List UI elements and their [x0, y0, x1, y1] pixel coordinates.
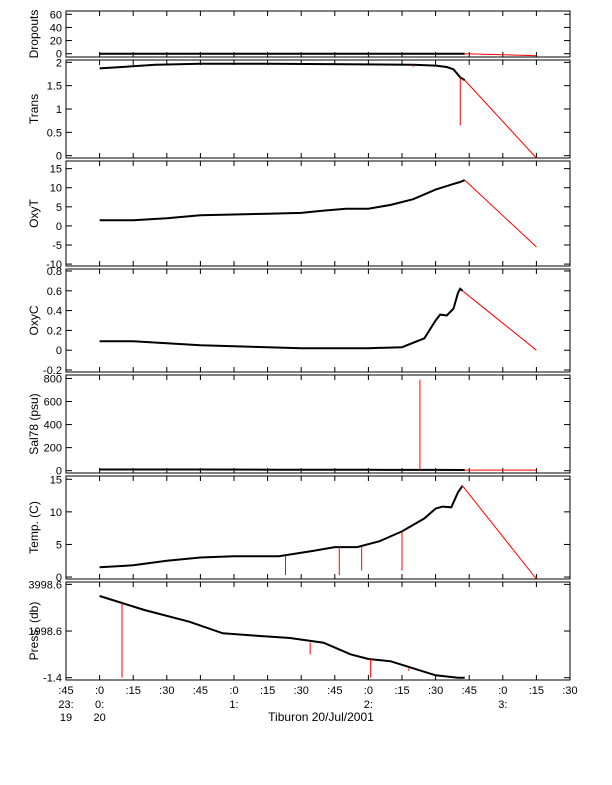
y-tick-label: 0: [56, 466, 62, 478]
y-tick-label: 0.4: [47, 306, 62, 318]
series-line-black: [99, 287, 464, 350]
panel-frame: [65, 59, 571, 159]
panel-3: -10 -5 0 5 10 15 OxyT: [27, 160, 571, 271]
x-tick-label: :15: [126, 685, 141, 697]
x-tick-label: :45: [193, 685, 208, 697]
x-tick-label: :30: [428, 685, 443, 697]
x-axis: :45 :0 :15 :30 :45 :0 :15 :30 :45 :0 :15 :30 :45 :0 :1…: [58, 685, 577, 724]
panel-7: -1.4 1998.6 3998.6 Press. (db): [27, 579, 571, 685]
panel-2: 0 0.5 1 1.5 2 Trans: [27, 57, 571, 163]
series-line-red: [462, 290, 537, 351]
y-tick-label: 0.2: [47, 325, 62, 337]
x-tick-label: :0: [364, 685, 373, 697]
x-hour-label: 2:: [364, 699, 373, 711]
y-tick-label: 0.5: [47, 127, 62, 139]
panel-6: 0 5 10 15 Temp. (C): [27, 474, 571, 584]
y-tick-label: 5: [56, 202, 62, 214]
y-tick-label: 400: [44, 420, 62, 432]
x-tick-label: :30: [562, 685, 577, 697]
y-axis-label: Press. (db): [27, 602, 41, 661]
series-line-red: [464, 79, 537, 159]
y-tick-label: 0: [56, 49, 62, 61]
panel-4: -0.2 0 0.2 0.4 0.6 0.8 OxyC: [27, 266, 571, 377]
chart-panels: 0204060Dropouts00.511.52Trans-10-5051015…: [27, 9, 571, 685]
y-tick-label: 20: [50, 36, 62, 48]
panel-frame: [65, 268, 571, 373]
x-tick-label: :30: [159, 685, 174, 697]
y-tick-label: 40: [50, 22, 62, 34]
y-axis-label: Trans: [27, 94, 41, 124]
y-tick-label: 15: [50, 164, 62, 176]
series-line-red: [464, 53, 537, 57]
y-tick-label: 0.6: [47, 286, 62, 298]
x-tick-label: :45: [462, 685, 477, 697]
y-tick-label: 60: [50, 9, 62, 21]
y-tick-label: 0: [56, 151, 62, 163]
x-tick-label: :15: [260, 685, 275, 697]
y-tick-label: 0: [56, 572, 62, 584]
y-axis-label: OxyC: [27, 305, 41, 335]
y-axis-label: OxyT: [27, 199, 41, 228]
panel-frame: [65, 160, 571, 267]
y-axis-label: Temp. (C): [27, 501, 41, 554]
x-hour-label: 1:: [229, 699, 238, 711]
y-tick-label: 10: [50, 507, 62, 519]
y-tick-label: -5: [52, 240, 62, 252]
y-tick-label: 1: [56, 104, 62, 116]
y-tick-label: 0: [56, 221, 62, 233]
y-tick-label: -10: [46, 259, 62, 271]
y-axis-label: Dropouts: [27, 10, 41, 59]
y-tick-label: 1998.6: [28, 626, 62, 638]
series-line-black: [99, 595, 465, 679]
y-tick-label: 10: [50, 183, 62, 195]
y-tick-label: -1.4: [43, 673, 62, 685]
y-tick-label: 1.5: [47, 81, 62, 93]
x-tick-label: :45: [327, 685, 342, 697]
x-day-before-label: 19: [60, 712, 72, 724]
x-tick-label: :15: [529, 685, 544, 697]
y-tick-label: 800: [44, 373, 62, 385]
x-start-hour-label: 23:: [58, 699, 73, 711]
y-tick-label: 15: [50, 474, 62, 486]
y-tick-label: 0.8: [47, 266, 62, 278]
x-tick-label: :45: [58, 685, 73, 697]
series-line-black: [99, 179, 466, 222]
y-axis-label: Sal78 (psu): [27, 393, 41, 454]
x-tick-label: :15: [394, 685, 409, 697]
x-tick-label: :0: [229, 685, 238, 697]
x-day-label: 20: [93, 712, 105, 724]
x-axis-title: Tiburon 20/Jul/2001: [268, 710, 374, 724]
x-tick-label: :30: [294, 685, 309, 697]
series-line-black: [99, 485, 464, 569]
panel-frame: [65, 581, 571, 681]
x-tick-label: :0: [95, 685, 104, 697]
y-tick-label: 5: [56, 539, 62, 551]
x-hour-label: 3:: [498, 699, 507, 711]
panel-frame: [65, 374, 571, 474]
series-line-black: [99, 468, 465, 471]
x-tick-label: :0: [498, 685, 507, 697]
series-line-red: [462, 485, 537, 580]
panel-frame: [65, 475, 571, 580]
series-line-black: [99, 62, 466, 81]
y-tick-label: 600: [44, 397, 62, 409]
y-tick-label: -0.2: [43, 365, 62, 377]
y-tick-label: 3998.6: [28, 579, 62, 591]
panel-frame: [65, 10, 571, 58]
y-tick-label: 2: [56, 57, 62, 69]
y-tick-label: 200: [44, 443, 62, 455]
series-line-red: [464, 179, 537, 248]
y-tick-label: 0: [56, 345, 62, 357]
x-hour-label: 0:: [95, 699, 104, 711]
